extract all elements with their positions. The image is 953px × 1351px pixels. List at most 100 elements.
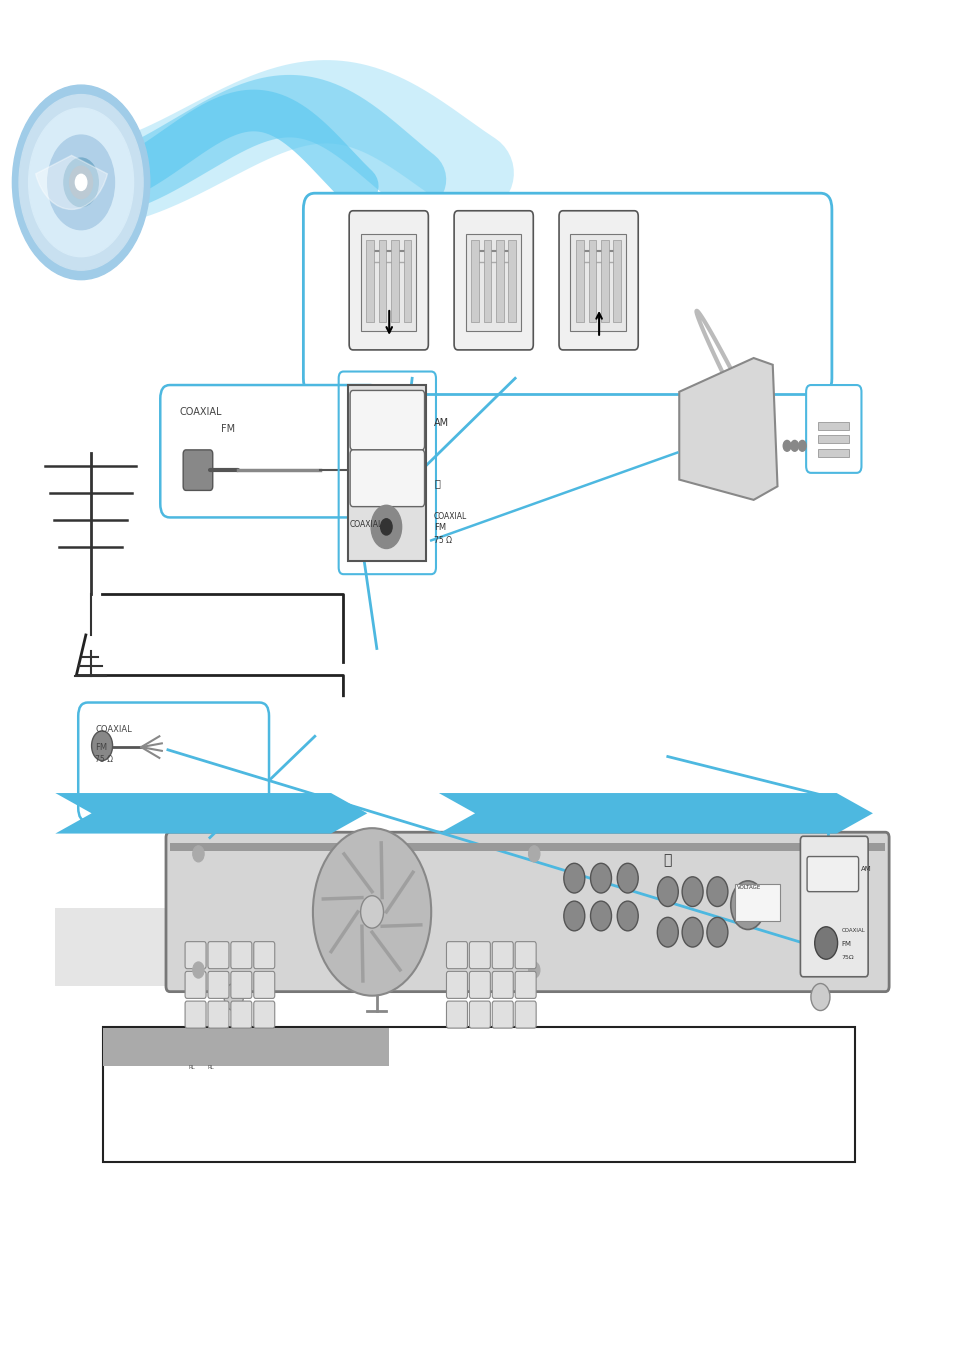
Text: 市: 市 <box>663 854 671 867</box>
Bar <box>613 240 620 322</box>
Bar <box>471 240 478 322</box>
Circle shape <box>48 135 114 230</box>
Text: 75 Ω: 75 Ω <box>95 755 113 763</box>
Text: FM: FM <box>841 940 850 947</box>
Circle shape <box>706 917 727 947</box>
Circle shape <box>380 519 392 535</box>
Bar <box>465 234 520 331</box>
FancyBboxPatch shape <box>492 1001 513 1028</box>
FancyBboxPatch shape <box>208 942 229 969</box>
Text: 刀: 刀 <box>434 478 439 488</box>
FancyBboxPatch shape <box>515 942 536 969</box>
FancyBboxPatch shape <box>454 211 533 350</box>
Bar <box>508 240 516 322</box>
FancyBboxPatch shape <box>185 942 206 969</box>
Circle shape <box>75 174 87 190</box>
FancyBboxPatch shape <box>160 385 379 517</box>
FancyBboxPatch shape <box>558 211 638 350</box>
FancyBboxPatch shape <box>515 971 536 998</box>
Circle shape <box>528 846 539 862</box>
FancyBboxPatch shape <box>800 836 867 977</box>
Circle shape <box>12 85 150 280</box>
FancyBboxPatch shape <box>469 971 490 998</box>
Text: FM: FM <box>434 523 446 531</box>
FancyBboxPatch shape <box>231 1001 252 1028</box>
Bar <box>483 240 491 322</box>
FancyBboxPatch shape <box>303 193 831 394</box>
FancyBboxPatch shape <box>446 971 467 998</box>
FancyBboxPatch shape <box>166 832 888 992</box>
Circle shape <box>563 863 584 893</box>
FancyBboxPatch shape <box>253 971 274 998</box>
Bar <box>600 240 608 322</box>
Circle shape <box>590 863 611 893</box>
Bar <box>378 240 386 322</box>
Bar <box>817 449 848 457</box>
Bar <box>817 422 848 430</box>
Circle shape <box>810 984 829 1011</box>
Bar <box>817 435 848 443</box>
Polygon shape <box>679 358 777 500</box>
Bar <box>570 234 625 331</box>
FancyBboxPatch shape <box>469 1001 490 1028</box>
Circle shape <box>193 962 204 978</box>
Bar <box>496 240 503 322</box>
Bar <box>360 234 416 331</box>
FancyBboxPatch shape <box>349 211 428 350</box>
Circle shape <box>681 917 702 947</box>
FancyBboxPatch shape <box>208 971 229 998</box>
Bar <box>588 240 596 322</box>
Circle shape <box>814 927 837 959</box>
Bar <box>403 240 411 322</box>
Circle shape <box>371 505 401 549</box>
Circle shape <box>563 901 584 931</box>
FancyBboxPatch shape <box>492 942 513 969</box>
Circle shape <box>657 917 678 947</box>
FancyBboxPatch shape <box>350 450 424 507</box>
FancyBboxPatch shape <box>469 942 490 969</box>
FancyBboxPatch shape <box>231 971 252 998</box>
FancyBboxPatch shape <box>208 1001 229 1028</box>
Circle shape <box>681 877 702 907</box>
Circle shape <box>782 440 790 451</box>
Text: VOLTAGE: VOLTAGE <box>737 885 760 890</box>
Circle shape <box>360 896 383 928</box>
Bar <box>734 884 780 921</box>
Circle shape <box>70 166 92 199</box>
Text: COAXIAL: COAXIAL <box>179 407 222 416</box>
Bar <box>170 843 884 851</box>
Text: AM: AM <box>434 417 449 427</box>
Circle shape <box>798 440 805 451</box>
Circle shape <box>91 731 112 761</box>
FancyBboxPatch shape <box>185 1001 206 1028</box>
FancyBboxPatch shape <box>446 1001 467 1028</box>
Circle shape <box>224 984 243 1011</box>
Circle shape <box>193 846 204 862</box>
Circle shape <box>590 901 611 931</box>
Bar <box>348 385 426 561</box>
Circle shape <box>730 881 764 929</box>
FancyBboxPatch shape <box>350 390 424 450</box>
Polygon shape <box>438 793 872 834</box>
FancyBboxPatch shape <box>253 1001 274 1028</box>
FancyBboxPatch shape <box>231 942 252 969</box>
FancyBboxPatch shape <box>492 971 513 998</box>
Text: FM: FM <box>221 424 235 434</box>
Text: COAXIAL: COAXIAL <box>841 928 864 934</box>
Bar <box>576 240 583 322</box>
Circle shape <box>528 962 539 978</box>
FancyBboxPatch shape <box>78 703 269 821</box>
Bar <box>366 240 374 322</box>
Bar <box>391 240 398 322</box>
Circle shape <box>29 108 133 257</box>
Text: 75 Ω: 75 Ω <box>434 536 452 544</box>
Circle shape <box>313 828 431 996</box>
Circle shape <box>19 95 143 270</box>
Circle shape <box>64 158 98 207</box>
Circle shape <box>790 440 798 451</box>
FancyBboxPatch shape <box>805 385 861 473</box>
Circle shape <box>617 863 638 893</box>
FancyBboxPatch shape <box>515 1001 536 1028</box>
Text: COAXIAL: COAXIAL <box>350 520 383 528</box>
Text: COAXIAL: COAXIAL <box>95 725 132 734</box>
